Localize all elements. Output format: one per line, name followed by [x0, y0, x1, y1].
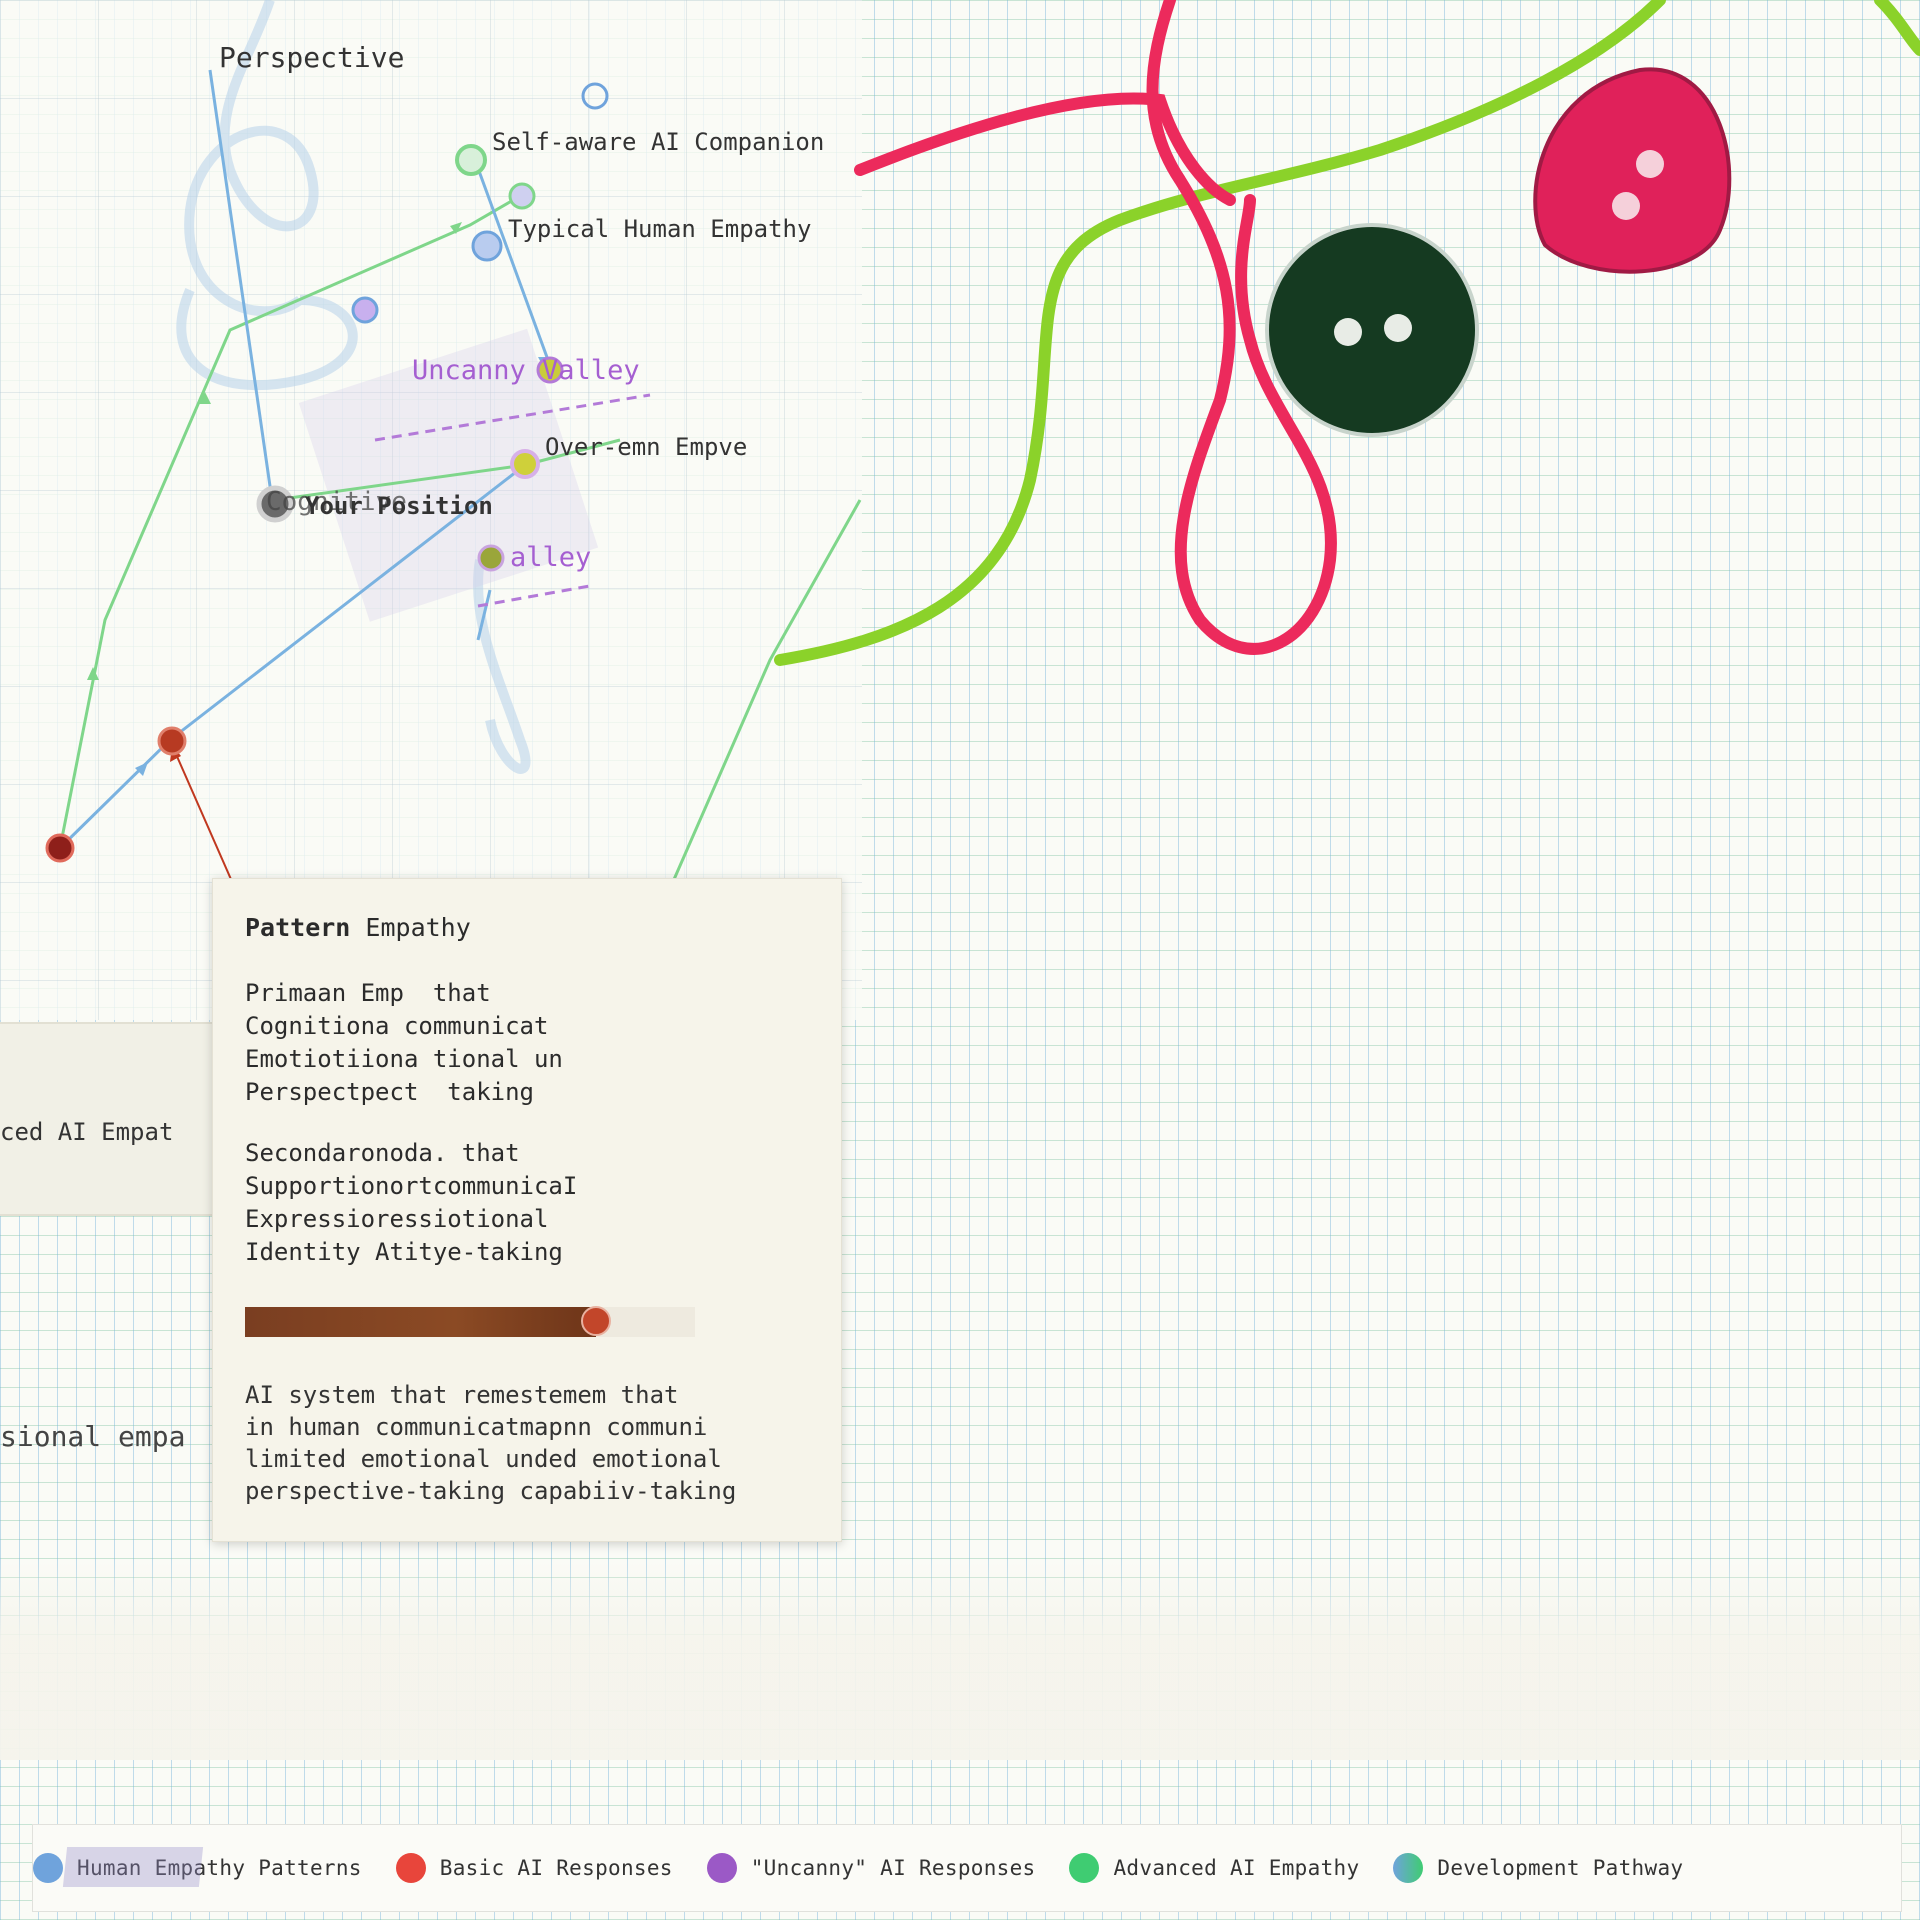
point-typical-human[interactable]: [471, 230, 503, 262]
legend-label: Development Pathway: [1437, 1856, 1684, 1880]
legend-swatch-human: [33, 1853, 63, 1883]
uncanny-dashes: [374, 393, 651, 608]
legend-swatch-advanced: [1069, 1853, 1100, 1883]
empathy-level-handle[interactable]: [581, 1306, 611, 1336]
empathy-level-fill: [245, 1307, 596, 1337]
dark-button-icon: [1265, 223, 1479, 437]
label-cognitive: Cognitive: [266, 487, 407, 517]
empathy-level-bar: [245, 1306, 695, 1337]
point-your-position[interactable]: [256, 485, 294, 523]
legend-item-human[interactable]: Human Empathy Patterns: [33, 1853, 362, 1883]
point-self-aware[interactable]: [455, 144, 487, 176]
empathy-chart-panel: Perspective Self-aware AI Companion Typi…: [0, 0, 862, 1020]
thread-lines: [774, 0, 1920, 666]
tooltip-secondary-section: Secondaronoda. that Supportionortcommuni…: [245, 1139, 578, 1266]
axis-label-perspective: Perspective: [219, 41, 404, 74]
label-typical-human: Typical Human Empathy: [508, 215, 811, 243]
label-over-empathy: Over-emn Empve: [545, 433, 747, 461]
legend-label: Basic AI Responses: [439, 1856, 673, 1880]
human-arrow: [135, 762, 148, 776]
legend-item-advanced[interactable]: Advanced AI Empathy: [1069, 1853, 1359, 1883]
empathy-chart: Perspective Self-aware AI Companion Typi…: [45, 0, 862, 919]
label-self-aware: Self-aware AI Companion: [492, 128, 824, 156]
point-uncanny-valley[interactable]: [536, 356, 564, 384]
label-your-position: Your Position: [305, 492, 493, 520]
tooltip-primary-section: Primaan Emp that Cognitiona communicat E…: [245, 979, 563, 1106]
sketch-loops: [176, 0, 531, 774]
point-basic-ai[interactable]: [157, 726, 187, 756]
legend: Human Empathy Patterns Basic AI Response…: [32, 1824, 1902, 1912]
advanced-arrows: [87, 222, 462, 680]
professional-empathy-label: sional empa: [0, 1420, 186, 1453]
legend-label: "Uncanny" AI Responses: [750, 1856, 1036, 1880]
legend-label: Advanced AI Empathy: [1113, 1856, 1360, 1880]
tooltip-title-rest: Empathy: [350, 913, 471, 942]
label-uncanny-valley: Uncanny Valley: [412, 355, 640, 386]
fade-band: [0, 1560, 1920, 1760]
pink-button-icon: [1533, 67, 1732, 274]
point-purple[interactable]: [351, 296, 379, 324]
tooltip-description: AI system that remestemem that in human …: [245, 1381, 737, 1505]
legend-swatch-pathway: [1393, 1853, 1424, 1883]
label-valley: alley: [510, 542, 591, 573]
point-typical-green[interactable]: [508, 182, 536, 210]
legend-highlight: [62, 1847, 204, 1887]
legend-swatch-basic: [395, 1853, 426, 1883]
point-valley[interactable]: [477, 544, 505, 572]
side-panel-professional: sional empa: [0, 1420, 212, 1480]
legend-item-pathway[interactable]: Development Pathway: [1393, 1853, 1683, 1883]
side-panel-advanced: ced AI Empat: [0, 1022, 212, 1216]
advanced-ai-label: ced AI Empat: [0, 1118, 174, 1146]
tooltip-card: Pattern Empathy Primaan Emp that Cogniti…: [212, 878, 842, 1542]
point-human-outline[interactable]: [581, 82, 609, 110]
point-over-empathy[interactable]: [510, 449, 540, 479]
tooltip-title-bold: Pattern: [245, 913, 351, 942]
legend-label: Human Empathy Patterns: [77, 1856, 362, 1880]
tooltip-title: Pattern Empathy: [245, 913, 471, 942]
legend-item-basic[interactable]: Basic AI Responses: [395, 1853, 673, 1883]
legend-swatch-uncanny: [706, 1853, 737, 1883]
legend-item-uncanny[interactable]: "Uncanny" AI Responses: [706, 1853, 1036, 1883]
point-origin[interactable]: [45, 833, 75, 863]
